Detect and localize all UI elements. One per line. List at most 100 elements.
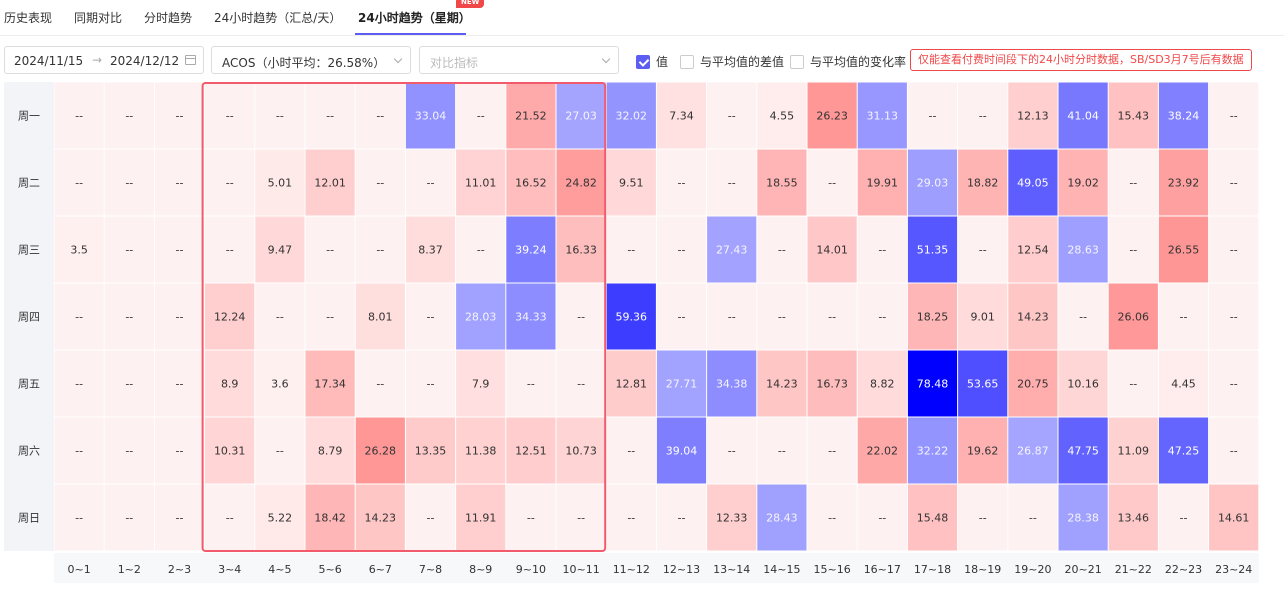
heatmap-cell[interactable] [1058, 350, 1108, 417]
heatmap-cell[interactable] [757, 149, 807, 216]
heatmap-cell[interactable] [707, 350, 757, 417]
heatmap-cell[interactable] [1158, 484, 1209, 551]
heatmap-cell[interactable] [1058, 149, 1108, 216]
heatmap-cell[interactable] [54, 283, 104, 350]
heatmap-cell[interactable] [1158, 417, 1209, 484]
heatmap-cell[interactable] [456, 484, 506, 551]
heatmap-cell[interactable] [255, 283, 305, 350]
heatmap-cell[interactable] [907, 149, 958, 216]
metric-select[interactable]: ACOS（小时平均：26.58%） [211, 46, 411, 74]
heatmap-cell[interactable] [405, 216, 456, 283]
heatmap-cell[interactable] [1108, 82, 1158, 149]
heatmap-cell[interactable] [707, 417, 757, 484]
heatmap-cell[interactable] [54, 417, 104, 484]
heatmap-cell[interactable] [556, 283, 606, 350]
heatmap-cell[interactable] [857, 216, 907, 283]
heatmap-cell[interactable] [656, 350, 707, 417]
tab-24h-daily[interactable]: 24小时趋势（汇总/天） [214, 11, 342, 25]
heatmap-cell[interactable] [1058, 283, 1108, 350]
heatmap-cell[interactable] [1209, 417, 1259, 484]
heatmap-cell[interactable] [757, 350, 807, 417]
heatmap-cell[interactable] [606, 350, 656, 417]
heatmap-cell[interactable] [104, 283, 154, 350]
heatmap-cell[interactable] [1108, 350, 1158, 417]
heatmap-cell[interactable] [656, 216, 707, 283]
heatmap-cell[interactable] [556, 417, 606, 484]
heatmap-cell[interactable] [456, 82, 506, 149]
heatmap-cell[interactable] [857, 82, 907, 149]
heatmap-cell[interactable] [1058, 216, 1108, 283]
heatmap-cell[interactable] [205, 82, 255, 149]
heatmap-cell[interactable] [355, 216, 405, 283]
heatmap-cell[interactable] [1008, 350, 1058, 417]
heatmap-cell[interactable] [104, 484, 154, 551]
heatmap-cell[interactable] [104, 82, 154, 149]
heatmap-cell[interactable] [556, 350, 606, 417]
heatmap-cell[interactable] [355, 417, 405, 484]
heatmap-cell[interactable] [205, 417, 255, 484]
heatmap-cell[interactable] [355, 149, 405, 216]
heatmap-cell[interactable] [1108, 149, 1158, 216]
heatmap-cell[interactable] [305, 350, 355, 417]
heatmap-cell[interactable] [857, 350, 907, 417]
heatmap-cell[interactable] [506, 484, 556, 551]
heatmap-cell[interactable] [556, 216, 606, 283]
checkbox-diff-avg[interactable]: 与平均值的差值 [680, 53, 784, 70]
heatmap-cell[interactable] [907, 350, 958, 417]
heatmap-cell[interactable] [154, 484, 205, 551]
heatmap-cell[interactable] [456, 283, 506, 350]
heatmap-cell[interactable] [707, 82, 757, 149]
heatmap-cell[interactable] [104, 216, 154, 283]
heatmap-cell[interactable] [405, 350, 456, 417]
heatmap-cell[interactable] [1209, 149, 1259, 216]
checkbox-checked-icon[interactable] [636, 55, 650, 69]
heatmap-cell[interactable] [355, 484, 405, 551]
heatmap-cell[interactable] [707, 283, 757, 350]
heatmap-cell[interactable] [857, 283, 907, 350]
checkbox-value[interactable]: 值 [636, 53, 668, 70]
heatmap-cell[interactable] [104, 350, 154, 417]
tab-period-compare[interactable]: 同期对比 [74, 11, 123, 25]
heatmap-cell[interactable] [807, 484, 857, 551]
heatmap-cell[interactable] [305, 149, 355, 216]
tab-history[interactable]: 历史表现 [4, 11, 53, 25]
heatmap-cell[interactable] [104, 149, 154, 216]
heatmap-cell[interactable] [255, 484, 305, 551]
heatmap-cell[interactable] [456, 216, 506, 283]
heatmap-cell[interactable] [154, 149, 205, 216]
heatmap-cell[interactable] [757, 484, 807, 551]
heatmap-cell[interactable] [1158, 283, 1209, 350]
heatmap-cell[interactable] [958, 149, 1008, 216]
checkbox-unchecked-icon[interactable] [680, 55, 694, 69]
heatmap-cell[interactable] [205, 283, 255, 350]
heatmap-cell[interactable] [807, 149, 857, 216]
heatmap-cell[interactable] [556, 484, 606, 551]
heatmap-cell[interactable] [255, 149, 305, 216]
heatmap-cell[interactable] [54, 149, 104, 216]
heatmap-cell[interactable] [1209, 216, 1259, 283]
heatmap-cell[interactable] [656, 484, 707, 551]
heatmap-cell[interactable] [1158, 216, 1209, 283]
heatmap-cell[interactable] [205, 484, 255, 551]
heatmap-cell[interactable] [807, 216, 857, 283]
heatmap-cell[interactable] [405, 484, 456, 551]
heatmap-cell[interactable] [355, 82, 405, 149]
heatmap-cell[interactable] [1008, 149, 1058, 216]
heatmap-cell[interactable] [606, 149, 656, 216]
heatmap-cell[interactable] [707, 484, 757, 551]
heatmap-cell[interactable] [1058, 82, 1108, 149]
heatmap-cell[interactable] [506, 350, 556, 417]
heatmap-cell[interactable] [1108, 283, 1158, 350]
heatmap-cell[interactable] [807, 350, 857, 417]
heatmap-cell[interactable] [807, 82, 857, 149]
heatmap-cell[interactable] [104, 417, 154, 484]
checkbox-change-rate[interactable]: 与平均值的变化率 [790, 53, 906, 70]
heatmap-cell[interactable] [656, 283, 707, 350]
heatmap-cell[interactable] [1209, 82, 1259, 149]
heatmap-cell[interactable] [757, 417, 807, 484]
heatmap-cell[interactable] [1008, 484, 1058, 551]
heatmap-cell[interactable] [656, 417, 707, 484]
heatmap-cell[interactable] [606, 82, 656, 149]
heatmap-cell[interactable] [958, 283, 1008, 350]
heatmap-cell[interactable] [807, 417, 857, 484]
